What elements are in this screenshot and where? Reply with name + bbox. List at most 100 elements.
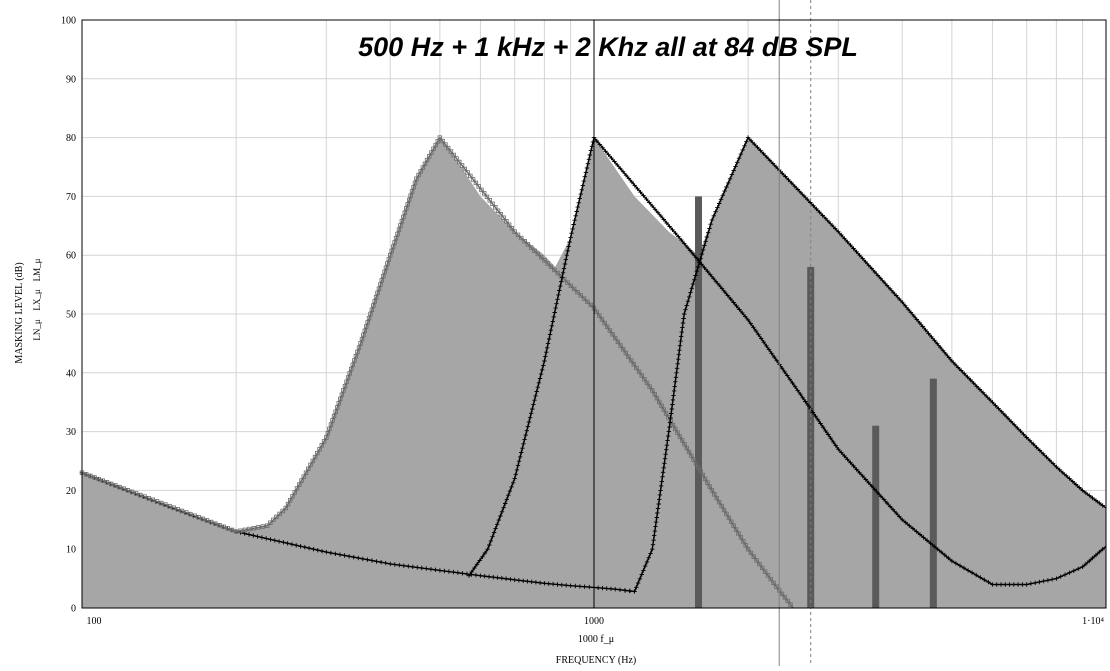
series-marker [839, 450, 844, 455]
x-tick-label: 1000 [584, 616, 604, 627]
series-marker [1071, 568, 1076, 573]
series-marker [725, 293, 730, 298]
series-marker [959, 368, 964, 373]
series-marker [113, 483, 118, 488]
series-marker [319, 443, 324, 448]
series-marker [503, 501, 508, 506]
series-marker [911, 313, 917, 319]
series-marker [639, 572, 644, 577]
series-marker [693, 461, 699, 466]
series-marker [635, 580, 641, 586]
series-marker [1015, 425, 1020, 431]
series-marker [523, 432, 528, 438]
series-marker [672, 384, 677, 389]
series-marker [654, 395, 660, 401]
series-marker [869, 266, 874, 271]
series-marker [1060, 470, 1066, 475]
series-marker [358, 341, 363, 346]
series-marker [719, 503, 724, 509]
series-marker [1067, 476, 1072, 481]
series-marker [521, 441, 526, 446]
series-marker [288, 497, 293, 503]
series-marker [713, 209, 718, 214]
series-marker [788, 602, 793, 607]
series-marker [584, 165, 590, 171]
series-marker [929, 334, 934, 339]
series-marker [789, 180, 794, 186]
series-marker [490, 534, 495, 539]
series-marker [333, 409, 338, 415]
series-marker [768, 576, 773, 582]
series-marker [440, 138, 445, 144]
series-marker [585, 161, 591, 166]
series-marker [1015, 582, 1021, 587]
series-marker [851, 463, 856, 469]
series-marker [150, 497, 156, 502]
series-marker [836, 447, 841, 452]
series-marker [708, 272, 713, 277]
series-marker [658, 488, 663, 493]
series-marker [233, 529, 239, 534]
series-marker [814, 206, 819, 212]
series-marker [897, 296, 902, 302]
series-marker [655, 210, 661, 215]
series-marker [607, 328, 613, 333]
series-marker [408, 193, 413, 198]
series-marker [451, 152, 456, 158]
series-marker [646, 555, 651, 560]
series-marker [722, 188, 727, 194]
series-marker [482, 550, 488, 556]
series-marker [454, 156, 459, 161]
series-marker [294, 486, 300, 491]
series-marker [602, 320, 607, 326]
series-marker [534, 389, 539, 394]
series-marker [1041, 578, 1046, 584]
series-marker [833, 443, 838, 448]
series-marker [473, 572, 479, 578]
series-marker [689, 453, 694, 458]
series-marker [468, 173, 473, 179]
series-marker [634, 365, 639, 371]
series-marker [735, 160, 740, 165]
series-marker [762, 569, 768, 574]
series-marker [668, 415, 673, 421]
series-marker [297, 482, 302, 487]
series-marker [745, 547, 751, 552]
series-marker [360, 556, 365, 562]
series-marker [691, 457, 696, 462]
series-marker [707, 226, 712, 231]
series-marker [632, 589, 637, 594]
series-marker [731, 168, 736, 173]
series-marker [575, 289, 580, 295]
series-marker [388, 252, 393, 258]
series-marker [729, 519, 734, 524]
series-marker [388, 561, 393, 567]
series-marker [769, 351, 774, 356]
series-marker [761, 340, 766, 345]
series-marker [92, 475, 97, 480]
series-marker [709, 488, 715, 493]
series-marker [535, 385, 540, 390]
series-marker [504, 497, 509, 502]
series-marker [587, 584, 592, 590]
series-marker [108, 481, 114, 487]
series-marker [980, 390, 986, 395]
series-marker [350, 362, 355, 367]
series-marker [594, 309, 599, 315]
series-marker [826, 219, 832, 225]
series-marker [754, 558, 759, 563]
series-marker [875, 273, 881, 278]
series-marker [324, 435, 329, 440]
series-marker [352, 358, 357, 363]
series-marker [717, 201, 722, 206]
series-marker [581, 178, 586, 184]
series-marker [962, 371, 967, 376]
series-marker [917, 532, 923, 537]
series-marker [706, 230, 711, 235]
series-marker [926, 331, 931, 336]
series-marker [459, 163, 465, 168]
series-marker [485, 547, 490, 552]
series-marker [578, 293, 583, 298]
series-marker [1097, 549, 1102, 555]
series-marker [711, 276, 716, 281]
